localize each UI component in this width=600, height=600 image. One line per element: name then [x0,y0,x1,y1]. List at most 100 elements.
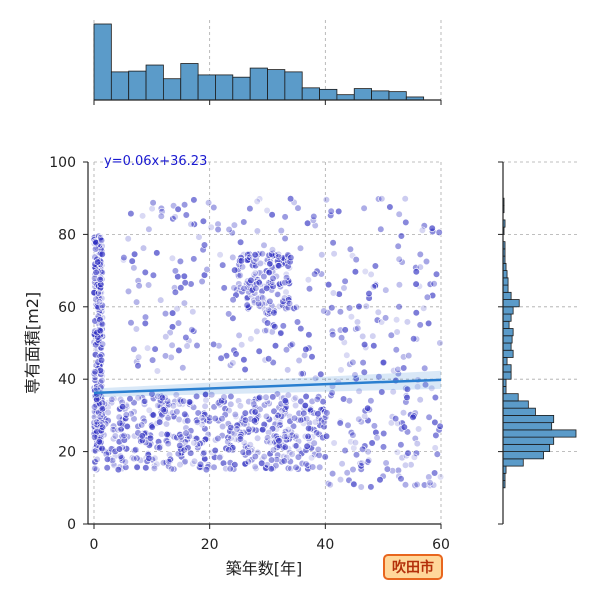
scatter-point [94,258,102,266]
scatter-point [144,344,152,352]
scatter-point [402,218,410,226]
scatter-point [157,212,165,220]
scatter-point [275,250,283,258]
scatter-point [177,433,185,441]
scatter-point [224,434,232,442]
scatter-point [176,257,184,266]
scatter-point [180,446,188,454]
y-hist-bar [502,357,508,366]
scatter-point [133,463,141,471]
scatter-point [208,391,216,399]
scatter-point [268,211,276,219]
scatter-point [348,252,357,260]
scatter-point [382,286,390,294]
scatter-point [250,400,258,408]
scatter-point [236,402,244,410]
scatter-point [395,281,404,289]
scatter-point [341,446,349,455]
scatter-point [131,250,139,258]
scatter-point [268,456,276,464]
scatter-point [216,251,224,259]
scatter-point [355,415,363,423]
scatter-point [210,463,218,471]
scatter-point [309,463,317,471]
scatter-point [368,439,376,447]
scatter-point [237,257,245,265]
scatter-point [275,437,283,445]
scatter-point [98,376,106,385]
scatter-point [335,207,343,215]
scatter-point [182,333,190,342]
scatter-point [237,430,245,439]
scatter-point [401,461,410,469]
scatter-point [320,307,328,315]
scatter-point [104,408,112,417]
scatter-point [169,309,177,317]
scatter-point [92,295,100,303]
scatter-point [157,296,165,304]
scatter-point [153,249,161,257]
scatter-point [260,453,268,461]
scatter-point [281,397,289,405]
x-hist-bar [388,91,407,101]
scatter-point [196,460,205,469]
x-hist-bar [110,71,130,101]
scatter-point [425,413,433,421]
scatter-point [227,424,235,432]
scatter-point [300,409,308,417]
scatter-point [116,419,124,427]
scatter-point [202,390,210,399]
y-axis-title: 専有面積[m2] [23,292,42,394]
scatter-point [145,454,153,462]
scatter-point [367,483,375,491]
scatter-point [263,284,271,292]
y-tick-label: 0 [67,517,76,533]
scatter-point [155,444,163,452]
scatter-point [259,426,267,434]
scatter-point [292,432,300,440]
y-hist-bar [502,335,513,344]
scatter-point [268,246,277,254]
scatter-point [168,341,176,349]
scatter-point [98,301,106,310]
scatter-point [277,329,285,337]
scatter-point [433,450,441,458]
scatter-point [190,255,198,263]
scatter-point [313,429,321,437]
scatter-point [305,285,314,293]
scatter-point [233,425,241,433]
scatter-point [229,444,237,452]
scatter-point [203,265,211,274]
scatter-point [142,464,150,472]
scatter-point [247,276,255,285]
scatter-point [367,397,375,405]
scatter-point [174,205,182,213]
scatter-point [250,298,259,307]
y-hist-bar [502,364,512,373]
scatter-point [153,460,161,468]
scatter-point [255,347,263,355]
scatter-point [195,233,203,241]
scatter-point [93,418,101,426]
scatter-point [322,413,330,421]
scatter-point [288,340,296,348]
scatter-point [369,332,377,340]
scatter-point [367,270,375,279]
scatter-point [358,459,366,467]
scatter-point [219,261,227,269]
scatter-point [309,216,317,224]
scatter-point [359,445,367,453]
scatter-point [214,434,222,443]
scatter-point [269,282,277,291]
scatter-point [240,218,248,226]
scatter-point [293,318,302,326]
scatter-point [241,365,249,374]
scatter-point [115,413,123,421]
x-hist-bar [284,71,303,101]
scatter-point [349,465,357,474]
scatter-point [425,473,433,481]
scatter-point [412,309,420,317]
scatter-point [187,220,195,228]
scatter-point [322,432,331,440]
scatter-point [193,392,201,401]
